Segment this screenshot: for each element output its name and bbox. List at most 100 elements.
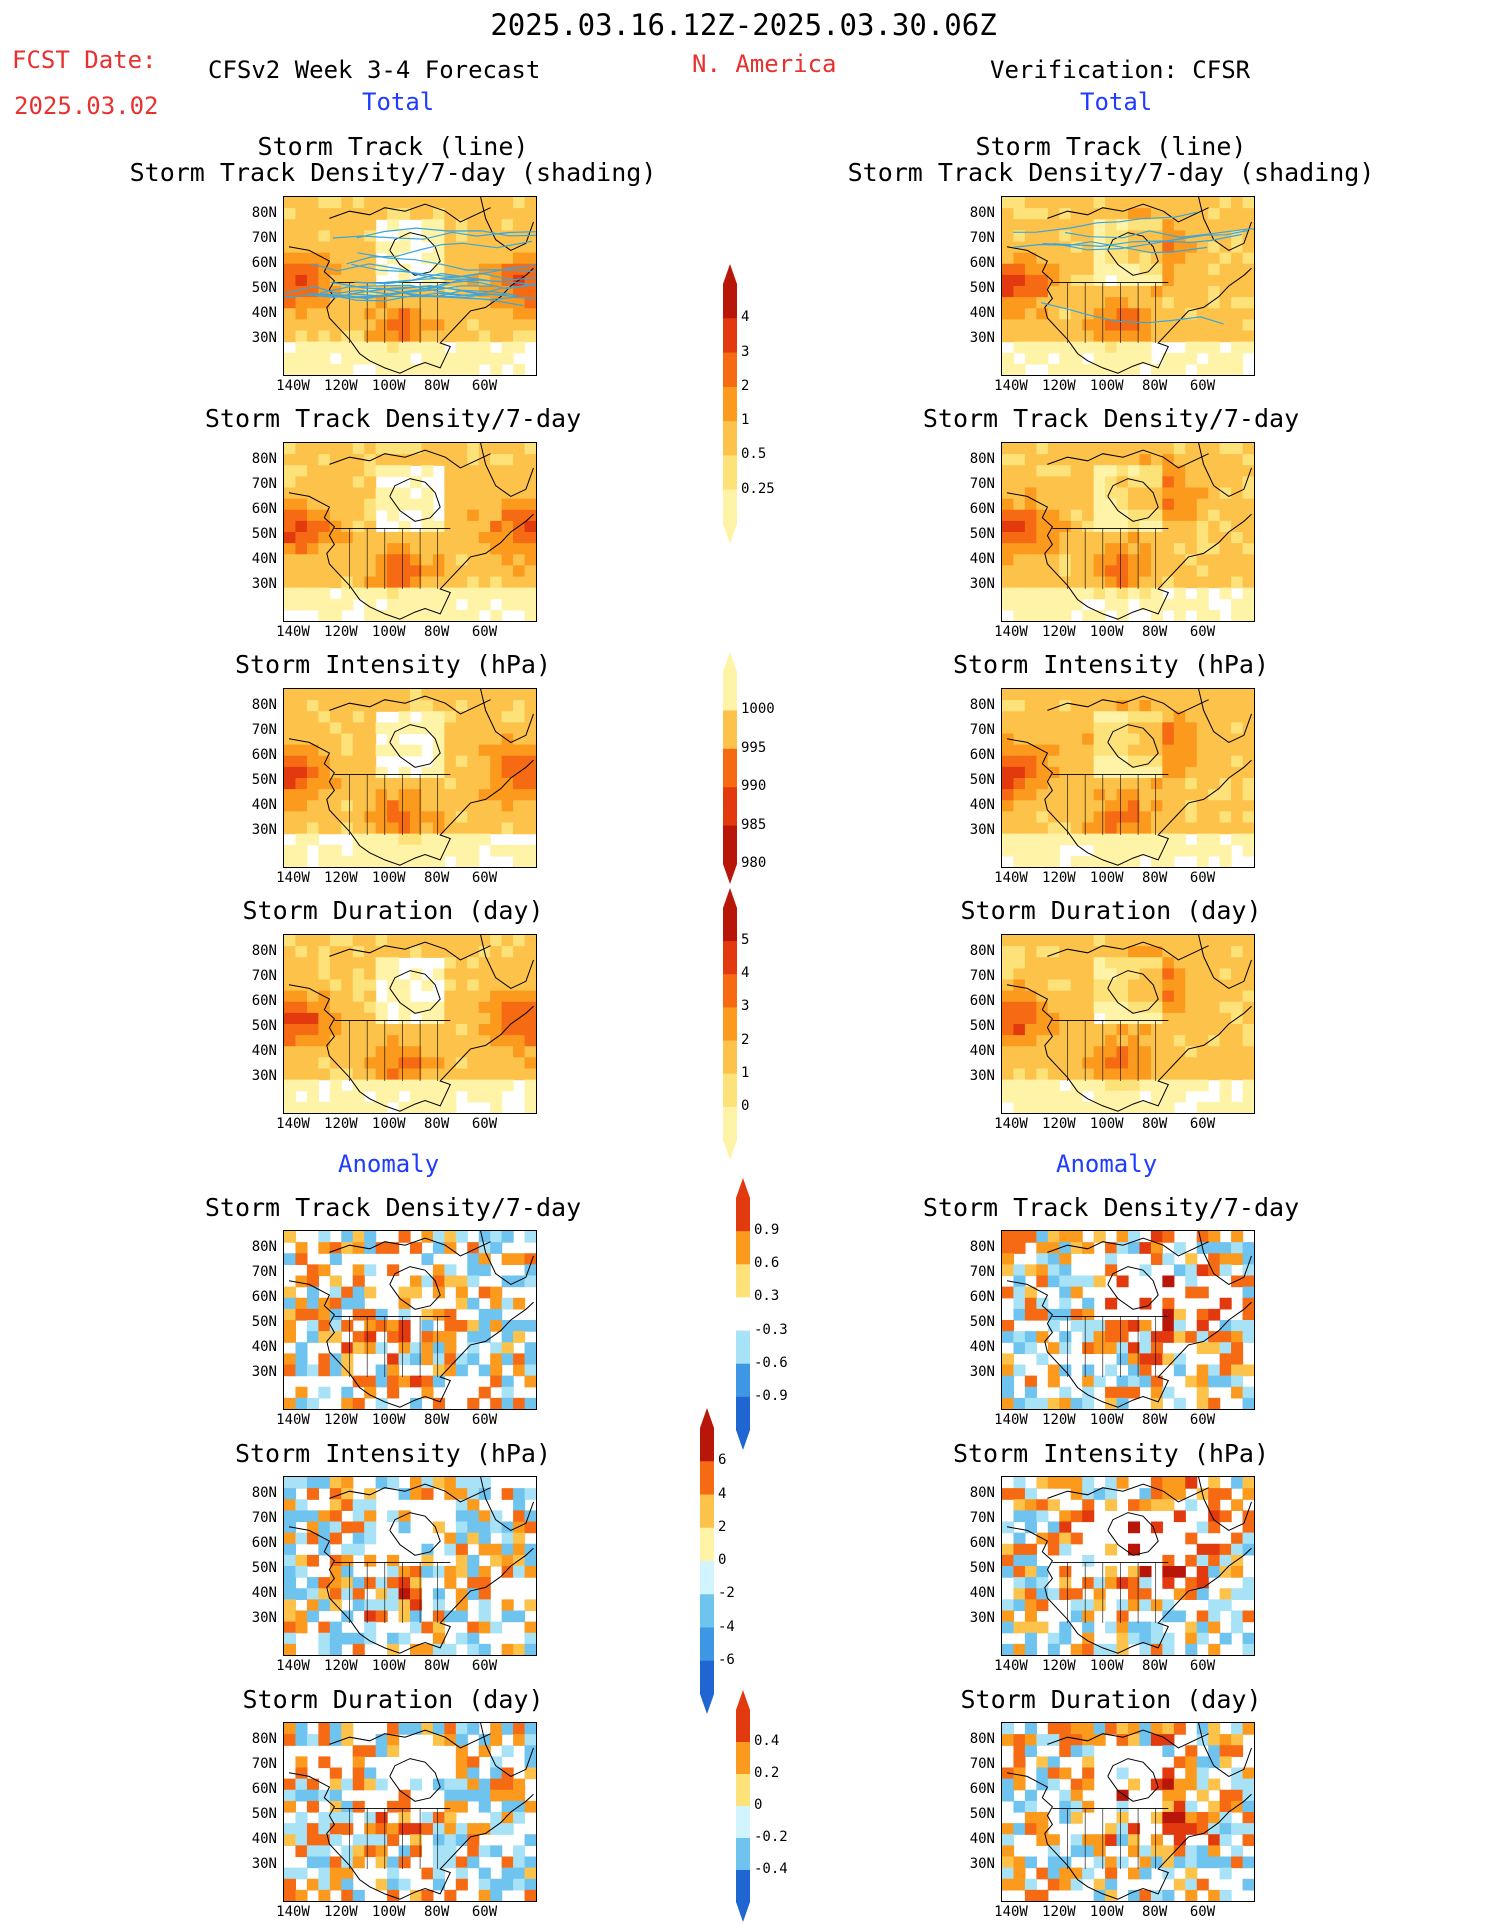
shade-cell	[432, 598, 445, 611]
shade-cell	[1242, 554, 1254, 566]
shade-cell	[1002, 1789, 1015, 1802]
shade-cell	[1105, 443, 1118, 455]
shade-cell	[1242, 341, 1254, 354]
shade-cell	[387, 1878, 400, 1891]
shade-cell	[1196, 844, 1209, 857]
colorbar-label: -0.3	[754, 1321, 788, 1338]
shade-cell	[364, 532, 377, 544]
shade-cell	[1173, 576, 1186, 589]
shade-cell	[490, 1046, 503, 1058]
shade-cell	[1231, 1845, 1244, 1858]
shade-cell	[387, 935, 400, 947]
shade-cell	[306, 1834, 319, 1846]
shade-cell	[478, 1264, 491, 1277]
shade-cell	[387, 979, 400, 992]
shade-cell	[513, 1778, 526, 1791]
shade-cell	[1036, 1889, 1049, 1901]
shade-cell	[375, 308, 388, 320]
shade-cell	[1196, 1621, 1209, 1634]
shade-cell	[1231, 319, 1244, 332]
shade-cell	[1139, 532, 1152, 544]
shade-cell	[398, 855, 411, 867]
shade-cell	[306, 1845, 319, 1858]
shade-cell	[501, 1767, 514, 1780]
shade-cell	[1231, 1800, 1244, 1813]
shade-cell	[1139, 722, 1152, 735]
shade-cell	[444, 587, 457, 600]
lat-tick-label: 40N	[251, 796, 277, 813]
shade-cell	[1116, 822, 1129, 835]
shade-cell	[467, 766, 480, 779]
shade-cell	[1231, 208, 1244, 220]
shade-cell	[1024, 1331, 1037, 1343]
shade-cell	[1093, 689, 1106, 701]
shade-cell	[490, 1286, 503, 1299]
shade-cell	[1105, 722, 1118, 735]
shade-cell	[1116, 990, 1129, 1003]
shade-cell	[1059, 1231, 1072, 1243]
shade-cell	[295, 946, 308, 958]
shade-cell	[341, 1577, 354, 1589]
shade-cell	[387, 1024, 400, 1036]
shade-cell	[1013, 744, 1026, 757]
shade-cell	[1242, 1643, 1254, 1655]
shade-cell	[306, 935, 319, 947]
shade-cell	[1116, 1353, 1129, 1366]
shade-cell	[1173, 1035, 1186, 1047]
shade-cell	[398, 352, 411, 365]
shade-cell	[1116, 263, 1129, 276]
shade-cell	[1047, 1643, 1060, 1655]
shade-cell	[375, 1242, 388, 1254]
shade-cell	[524, 744, 536, 757]
shade-cell	[513, 755, 526, 768]
shade-cell	[1139, 330, 1152, 343]
shade-cell	[1196, 263, 1209, 276]
shade-cell	[352, 1577, 365, 1589]
shade-cell	[295, 1297, 308, 1310]
shade-cell	[306, 341, 319, 354]
shade-cell	[1128, 263, 1141, 276]
shade-cell	[1082, 1375, 1095, 1388]
colorbar-segment	[736, 1330, 750, 1365]
shade-cell	[432, 833, 445, 846]
shade-cell	[1208, 1253, 1221, 1265]
shade-cell	[1162, 252, 1175, 265]
shade-cell	[295, 1353, 308, 1366]
shade-cell	[1047, 733, 1060, 746]
shade-cell	[1047, 1856, 1060, 1869]
shade-cell	[341, 1001, 354, 1014]
shade-cell	[455, 1588, 468, 1600]
coastline	[1107, 724, 1159, 768]
shade-cell	[341, 274, 354, 287]
shade-cell	[1242, 1275, 1254, 1288]
shade-cell	[398, 811, 411, 824]
shade-cell	[1024, 822, 1037, 835]
colorbar-segment	[700, 1428, 714, 1462]
shade-cell	[1219, 532, 1232, 544]
shade-cell	[1219, 1057, 1232, 1070]
shade-cell	[524, 1834, 536, 1846]
shade-cell	[1024, 979, 1037, 992]
shade-cell	[432, 1024, 445, 1036]
shade-cell	[364, 1488, 377, 1500]
shade-cell	[318, 766, 331, 779]
shade-cell	[421, 1231, 434, 1243]
shade-cell	[1185, 443, 1198, 455]
shade-cell	[295, 587, 308, 600]
shade-cell	[1105, 498, 1118, 511]
shade-cell	[1162, 689, 1175, 701]
shade-cell	[1231, 554, 1244, 566]
shade-cell	[1219, 330, 1232, 343]
shade-cell	[387, 1566, 400, 1578]
shade-cell	[295, 800, 308, 812]
shade-cell	[387, 1823, 400, 1835]
shade-cell	[352, 319, 365, 332]
shade-cell	[524, 1264, 536, 1277]
shade-cell	[295, 833, 308, 846]
colorbar-label: 3	[741, 998, 750, 1015]
shade-cell	[1059, 1477, 1072, 1489]
shade-cell	[1024, 263, 1037, 276]
shade-cell	[329, 1823, 342, 1835]
shade-cell	[398, 1566, 411, 1578]
shade-cell	[444, 1477, 457, 1489]
